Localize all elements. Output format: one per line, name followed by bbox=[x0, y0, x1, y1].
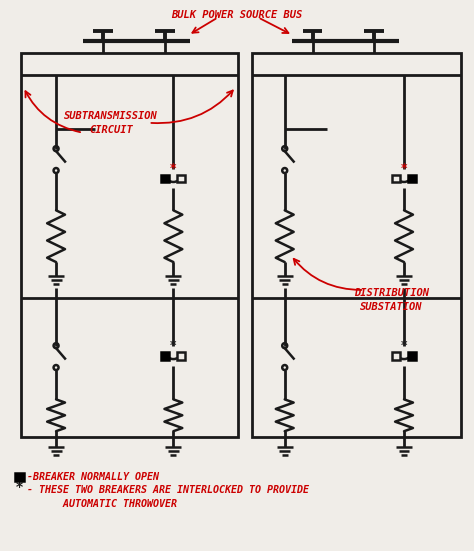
Text: BULK POWER SOURCE BUS: BULK POWER SOURCE BUS bbox=[172, 10, 302, 20]
Text: *: * bbox=[170, 162, 177, 175]
Bar bbox=[252, 53, 461, 437]
Bar bbox=[162, 175, 169, 182]
Text: *: * bbox=[15, 480, 22, 494]
Text: DISTRIBUTION
SUBSTATION: DISTRIBUTION SUBSTATION bbox=[354, 288, 428, 312]
Bar bbox=[162, 352, 169, 360]
Text: -BREAKER NORMALLY OPEN: -BREAKER NORMALLY OPEN bbox=[27, 472, 159, 482]
Bar bbox=[408, 352, 416, 360]
Text: - THESE TWO BREAKERS ARE INTERLOCKED TO PROVIDE
      AUTOMATIC THROWOVER: - THESE TWO BREAKERS ARE INTERLOCKED TO … bbox=[27, 485, 309, 509]
Bar bbox=[392, 175, 400, 182]
Bar bbox=[15, 473, 24, 482]
Bar bbox=[408, 175, 416, 182]
Text: *: * bbox=[401, 162, 407, 175]
Bar bbox=[177, 175, 185, 182]
Bar bbox=[21, 53, 238, 437]
Text: *: * bbox=[401, 339, 407, 352]
Text: SUBTRANSMISSION
CIRCUIT: SUBTRANSMISSION CIRCUIT bbox=[64, 111, 158, 135]
Text: *: * bbox=[170, 339, 177, 352]
Bar bbox=[177, 352, 185, 360]
Bar bbox=[392, 352, 400, 360]
